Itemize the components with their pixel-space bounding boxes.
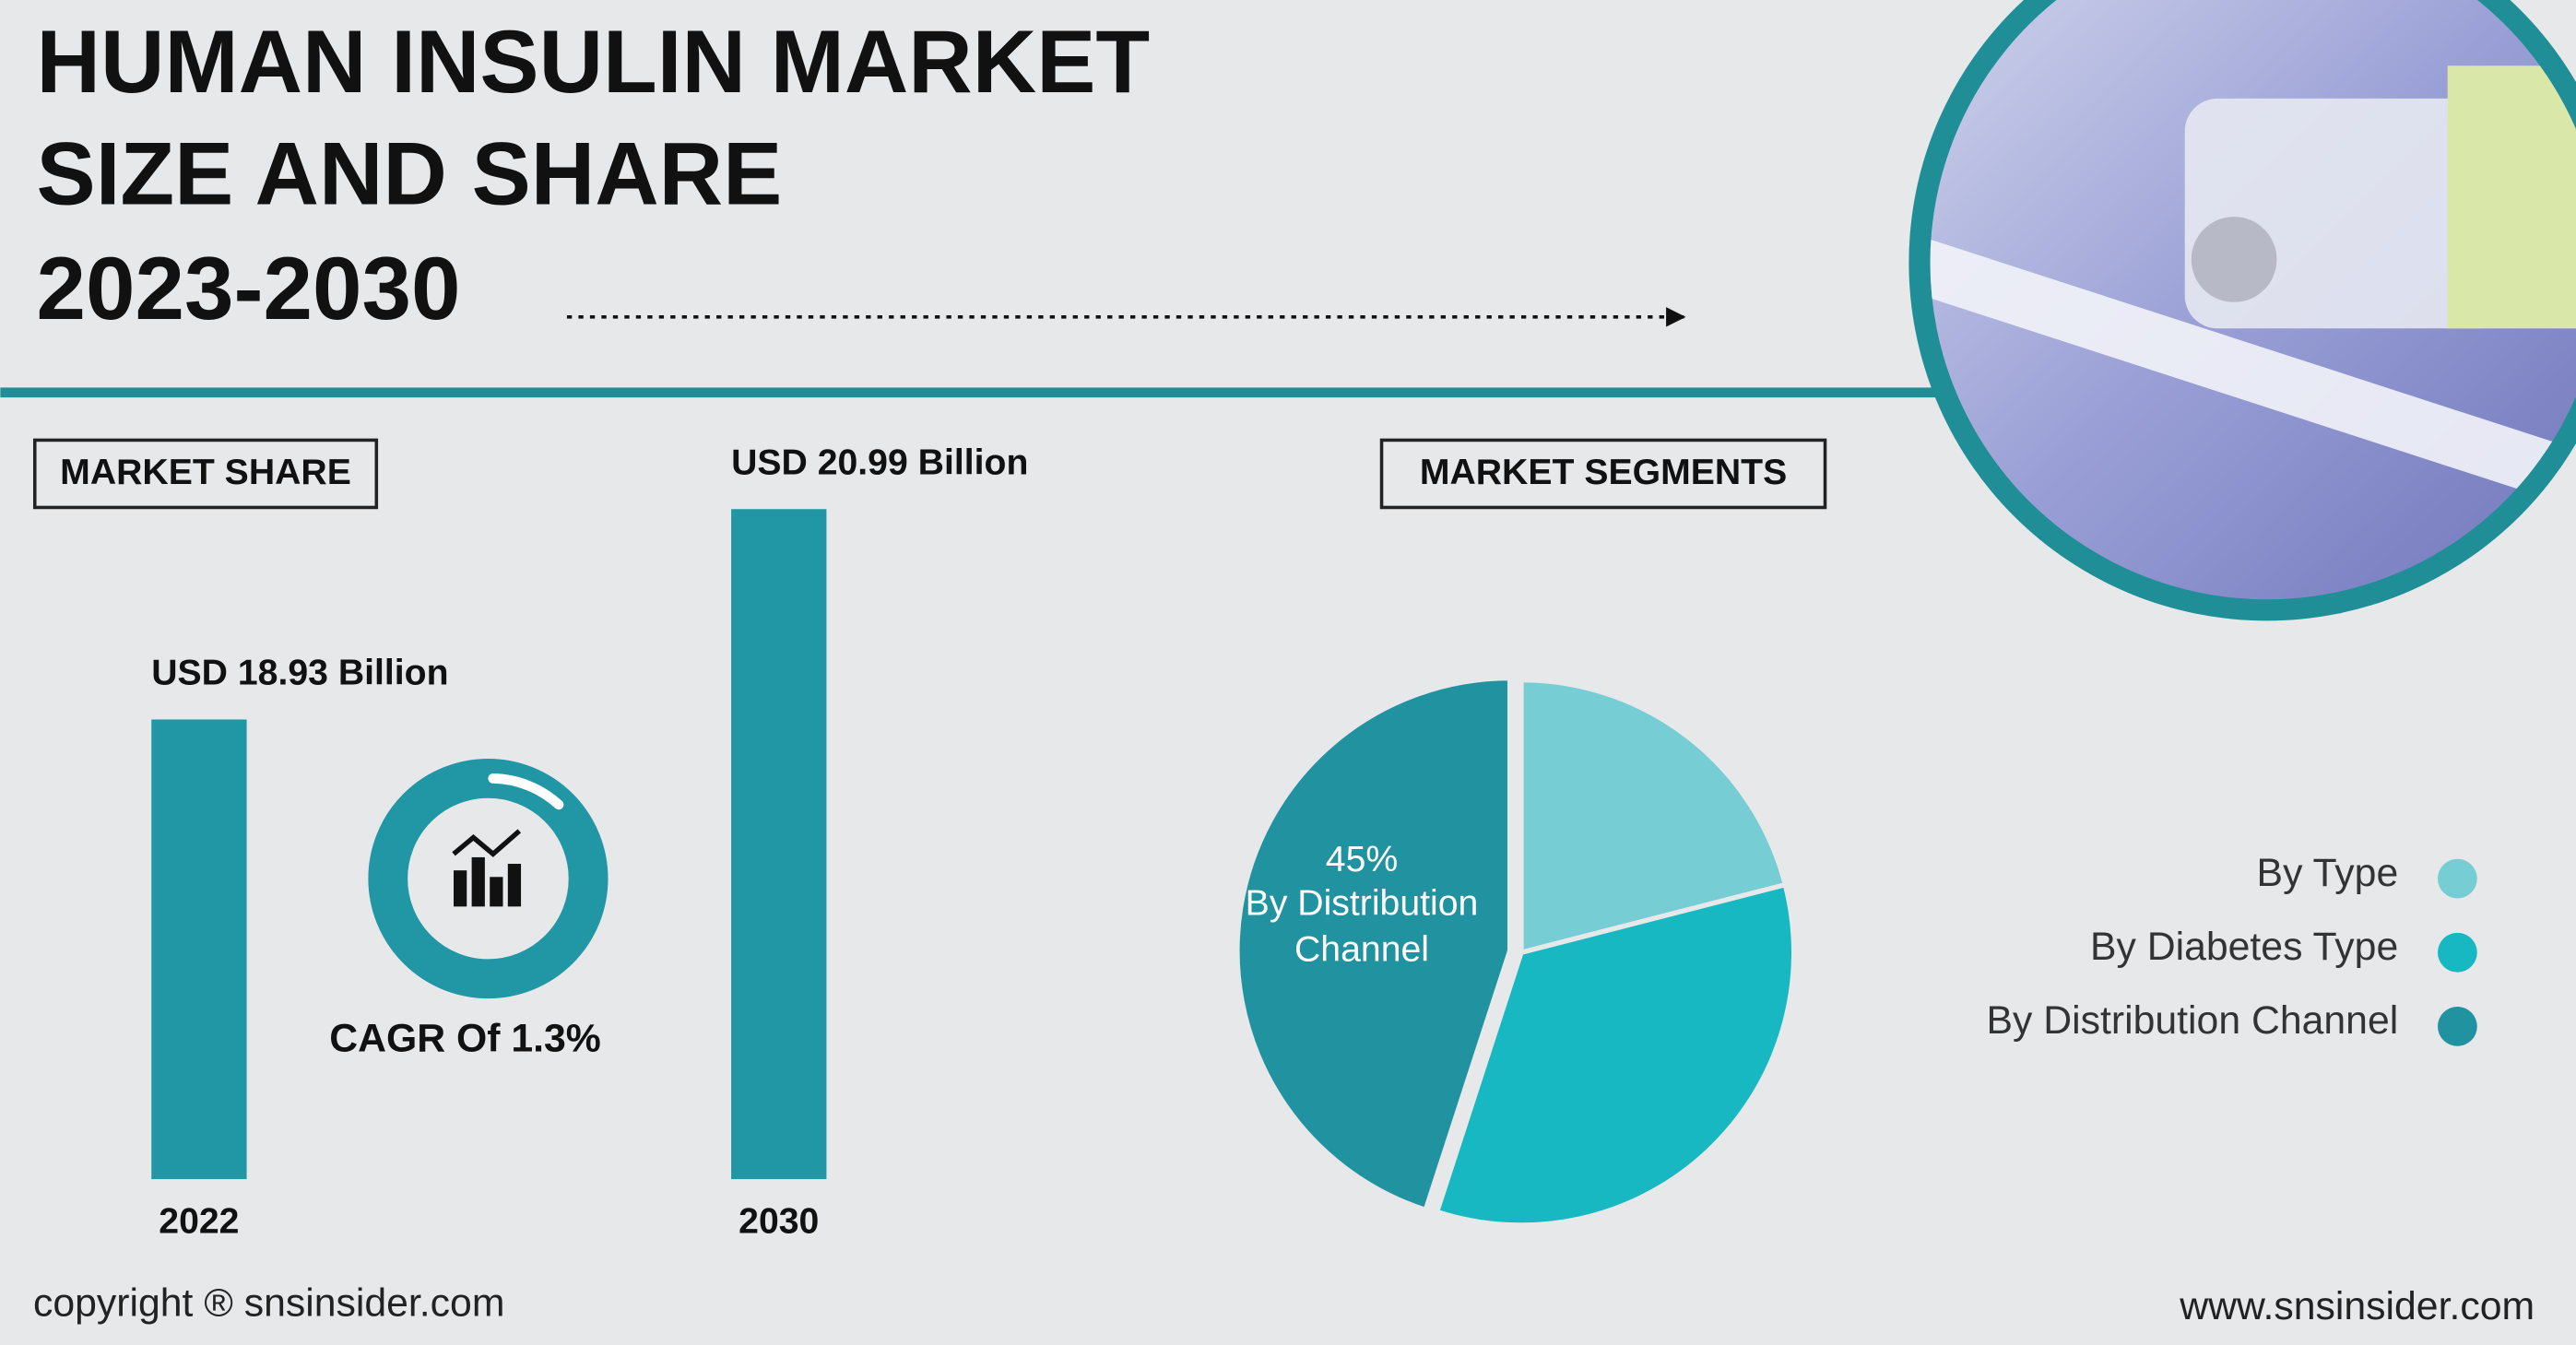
cagr-label: CAGR Of 1.3% (329, 1017, 601, 1061)
legend-label: By Type (2257, 851, 2399, 895)
box (32, 438, 379, 510)
legend-label: By Distribution Channel (1987, 998, 2399, 1043)
legend-swatch (2438, 858, 2477, 899)
value-label: USD 20.99 Billion (731, 443, 1028, 483)
value-label: USD 18.93 Billion (151, 654, 448, 693)
slice-category-label: By Distribution Channel (1246, 884, 1479, 970)
legend-label: By Diabetes Type (2090, 925, 2398, 969)
title-line: HUMAN INSULIN MARKET (37, 13, 1151, 112)
title-line: 2023-2030 (37, 240, 461, 338)
website: www.snsinsider.com (2179, 1284, 2535, 1328)
divider (0, 387, 1939, 398)
legend-swatch (2438, 1007, 2477, 1046)
x-tick-label: 2022 (159, 1202, 239, 1242)
pie-chart-title: MARKET SEGMENTS (1420, 453, 1787, 492)
bar-chart-title: MARKET SHARE (60, 453, 351, 492)
cagr-icon (368, 759, 609, 999)
pie-slice (1235, 675, 1513, 1213)
x-tick-label: 2030 (739, 1202, 819, 1242)
pie-slice (1518, 677, 1789, 956)
box (1379, 438, 1827, 510)
pie-slice (1434, 881, 1797, 1228)
slice-value-label: 45% (1326, 840, 1398, 879)
legend-swatch (2438, 932, 2477, 973)
title-line: SIZE AND SHARE (37, 124, 783, 223)
copyright: copyright ® snsinsider.com (33, 1281, 504, 1326)
photo (1908, 0, 2576, 621)
bar (731, 509, 827, 1180)
bar (151, 719, 247, 1180)
